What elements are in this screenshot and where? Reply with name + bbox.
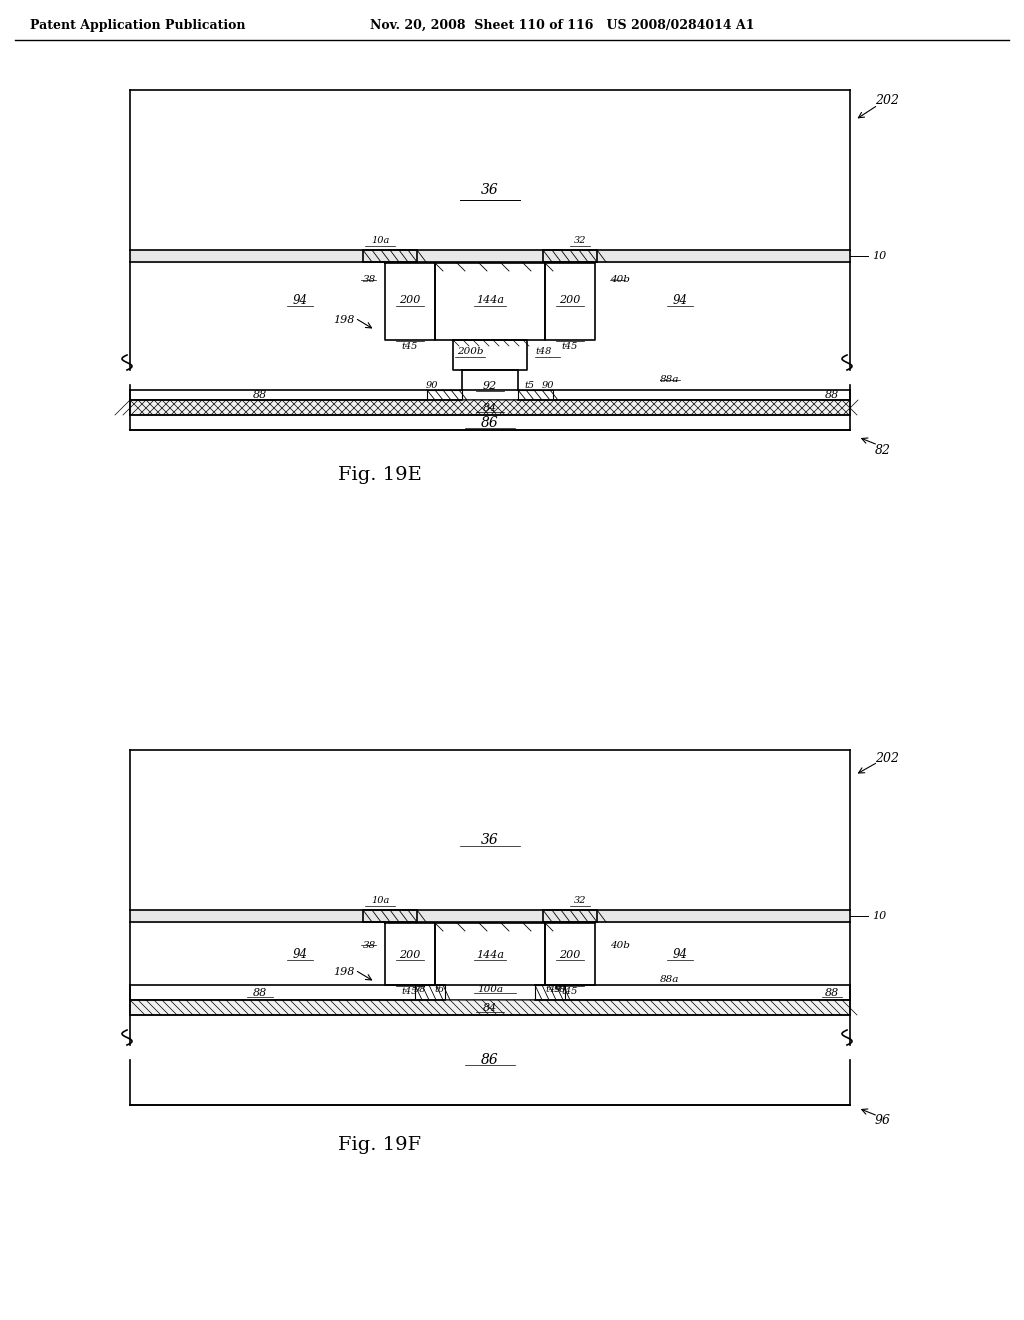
Text: 86: 86 xyxy=(481,1053,499,1067)
Text: t49: t49 xyxy=(545,985,561,994)
Text: 88: 88 xyxy=(825,987,839,998)
Text: 40b: 40b xyxy=(610,940,630,949)
Text: 144a: 144a xyxy=(476,294,504,305)
Text: 88a: 88a xyxy=(660,375,679,384)
Text: 10: 10 xyxy=(872,911,886,921)
Text: t5: t5 xyxy=(525,381,536,391)
Text: 36: 36 xyxy=(481,833,499,847)
Text: t45: t45 xyxy=(562,342,579,351)
Text: 86: 86 xyxy=(481,416,499,430)
Text: 88: 88 xyxy=(825,389,839,400)
Text: 94: 94 xyxy=(673,949,687,961)
Text: 84: 84 xyxy=(483,403,497,413)
Text: 38: 38 xyxy=(362,940,376,949)
Text: 200b: 200b xyxy=(457,347,483,356)
Text: 198: 198 xyxy=(334,315,355,325)
Text: 198: 198 xyxy=(334,968,355,977)
Text: 10a: 10a xyxy=(371,896,389,906)
Text: 40b: 40b xyxy=(610,276,630,285)
Text: t45: t45 xyxy=(401,342,418,351)
Text: 32: 32 xyxy=(573,236,587,246)
Text: 10a: 10a xyxy=(371,236,389,246)
Text: 202: 202 xyxy=(874,751,899,764)
Text: 98: 98 xyxy=(414,985,426,994)
Text: 88a: 88a xyxy=(660,975,679,985)
Text: 32: 32 xyxy=(573,896,587,906)
Text: 94: 94 xyxy=(673,293,687,306)
Text: Fig. 19E: Fig. 19E xyxy=(338,466,422,484)
Text: Nov. 20, 2008  Sheet 110 of 116   US 2008/0284014 A1: Nov. 20, 2008 Sheet 110 of 116 US 2008/0… xyxy=(370,18,755,32)
Text: 36: 36 xyxy=(481,183,499,197)
Text: 92: 92 xyxy=(483,381,497,391)
Text: 94: 94 xyxy=(293,293,307,306)
Text: Fig. 19F: Fig. 19F xyxy=(339,1137,422,1154)
Text: t45: t45 xyxy=(401,987,418,997)
Text: 202: 202 xyxy=(874,94,899,107)
Text: 82: 82 xyxy=(874,444,891,457)
Text: 144a: 144a xyxy=(476,950,504,960)
Text: 84: 84 xyxy=(483,1003,497,1012)
Text: 88: 88 xyxy=(253,987,267,998)
Text: 200: 200 xyxy=(559,294,581,305)
Polygon shape xyxy=(130,1001,850,1015)
Polygon shape xyxy=(130,400,850,414)
Text: 10: 10 xyxy=(872,251,886,261)
Text: 98: 98 xyxy=(554,985,566,994)
Text: 88: 88 xyxy=(253,389,267,400)
Text: 100a: 100a xyxy=(477,985,503,994)
Text: t45: t45 xyxy=(562,987,579,997)
Text: t6: t6 xyxy=(435,985,445,994)
Text: 90: 90 xyxy=(542,381,554,391)
Text: 96: 96 xyxy=(874,1114,891,1126)
Text: 38: 38 xyxy=(362,276,376,285)
Text: 90: 90 xyxy=(426,381,438,391)
Text: t48: t48 xyxy=(535,347,551,356)
Text: Patent Application Publication: Patent Application Publication xyxy=(30,18,246,32)
Text: 200: 200 xyxy=(399,294,421,305)
Text: 200: 200 xyxy=(399,950,421,960)
Text: 94: 94 xyxy=(293,949,307,961)
Text: 200: 200 xyxy=(559,950,581,960)
